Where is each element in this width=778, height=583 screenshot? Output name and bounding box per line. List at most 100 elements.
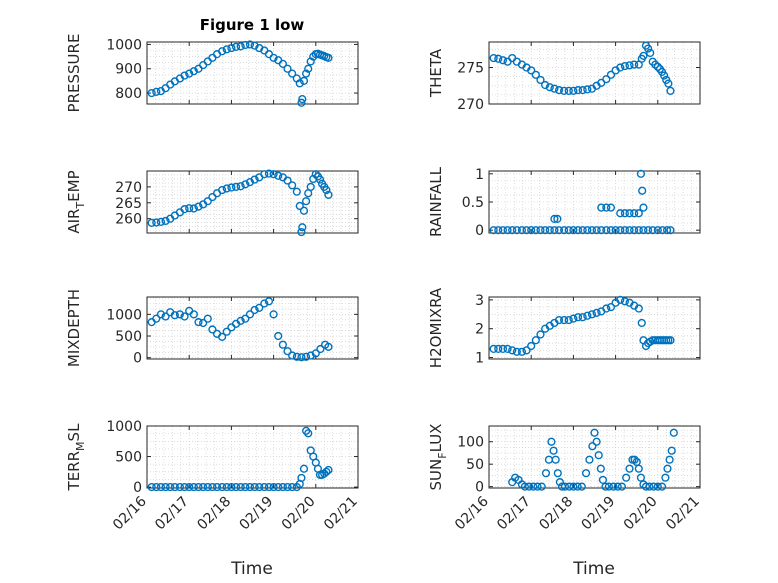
data-series <box>508 428 678 491</box>
data-point <box>549 446 558 455</box>
data-point <box>578 86 587 95</box>
subplot-2: 270 275 THETA <box>427 41 701 113</box>
data-point <box>231 482 241 492</box>
data-point <box>250 175 259 184</box>
data-point <box>218 185 227 195</box>
data-point <box>639 226 648 235</box>
data-point <box>597 226 606 235</box>
data-point <box>592 226 601 235</box>
x-tick-label: 02/20 <box>279 494 319 534</box>
data-point <box>316 344 325 354</box>
x-tick-label: 02/16 <box>452 493 492 533</box>
y-tick-label: 100 <box>457 435 484 451</box>
data-point <box>573 226 583 235</box>
data-point <box>512 226 521 235</box>
data-point <box>636 473 646 482</box>
x-tick-label: 02/21 <box>321 494 361 534</box>
data-point <box>606 226 616 235</box>
data-point <box>620 297 629 306</box>
data-point <box>161 312 170 321</box>
y-axis-label: H2OMIXRA <box>427 287 445 368</box>
y-tick-label: 1000 <box>106 37 142 53</box>
data-point <box>555 478 564 487</box>
y-axis-label: AIRTEMP <box>65 170 87 233</box>
y-tick-label: 0 <box>475 223 484 239</box>
data-point <box>227 183 236 192</box>
data-point <box>322 185 331 195</box>
y-tick-label: 270 <box>457 97 484 113</box>
data-point <box>241 482 250 492</box>
data-point <box>581 469 591 478</box>
data-point <box>299 464 309 473</box>
data-point <box>645 482 654 491</box>
data-point <box>639 51 648 60</box>
data-point <box>560 482 570 491</box>
data-point <box>545 83 554 92</box>
x-axis-label-left: Time <box>230 559 273 579</box>
data-point <box>269 170 278 179</box>
data-point <box>596 464 605 473</box>
data-point <box>597 203 606 212</box>
data-series <box>489 295 675 356</box>
data-point <box>587 310 597 319</box>
data-point <box>522 226 531 235</box>
data-point <box>222 327 231 336</box>
grid <box>489 297 700 359</box>
data-point <box>250 482 259 492</box>
data-point <box>203 482 212 492</box>
data-point <box>620 209 629 218</box>
data-point <box>170 482 179 492</box>
y-tick-label: 1000 <box>106 307 142 323</box>
data-point <box>199 482 208 492</box>
data-point <box>298 223 307 232</box>
data-point <box>292 352 301 361</box>
data-point <box>602 304 611 313</box>
data-point <box>166 482 175 492</box>
data-point <box>231 42 241 51</box>
data-point <box>299 206 309 215</box>
data-point <box>299 76 309 86</box>
data-point <box>227 482 236 492</box>
subplot-7: 0 500 1000 02/16 02/17 02/18 02/19 02/20 02/21 TE… <box>65 419 361 533</box>
data-point <box>147 482 156 492</box>
data-point <box>564 86 573 95</box>
data-point <box>185 204 194 213</box>
x-axis-label-right: Time <box>572 559 615 579</box>
data-point <box>522 346 531 355</box>
data-point <box>666 226 675 235</box>
data-point <box>283 64 292 73</box>
data-point <box>648 226 657 235</box>
data-point <box>531 226 540 235</box>
data-point <box>630 60 639 69</box>
y-tick-label: 275 <box>457 61 484 77</box>
data-point <box>636 169 646 178</box>
data-point <box>583 85 592 94</box>
data-point <box>324 53 333 62</box>
data-point <box>541 469 551 478</box>
data-point <box>598 475 608 485</box>
y-tick-label: 260 <box>115 212 142 228</box>
data-point <box>616 209 625 218</box>
data-point <box>295 201 304 211</box>
data-point <box>152 482 161 492</box>
y-tick-label: 500 <box>115 329 142 345</box>
data-series <box>147 40 333 107</box>
data-point <box>602 226 611 235</box>
data-point <box>634 226 643 235</box>
data-point <box>170 311 179 320</box>
data-point <box>315 175 325 184</box>
data-point <box>156 482 166 492</box>
data-point <box>498 226 508 235</box>
y-tick-label: 1 <box>475 167 484 183</box>
data-point <box>236 482 245 492</box>
data-point <box>278 482 287 492</box>
data-point <box>175 310 185 319</box>
data-point <box>531 70 540 79</box>
data-series <box>489 41 675 95</box>
data-point <box>156 217 166 226</box>
data-point <box>194 202 203 211</box>
data-point <box>295 79 304 88</box>
data-point <box>666 86 675 95</box>
data-point <box>161 216 170 226</box>
